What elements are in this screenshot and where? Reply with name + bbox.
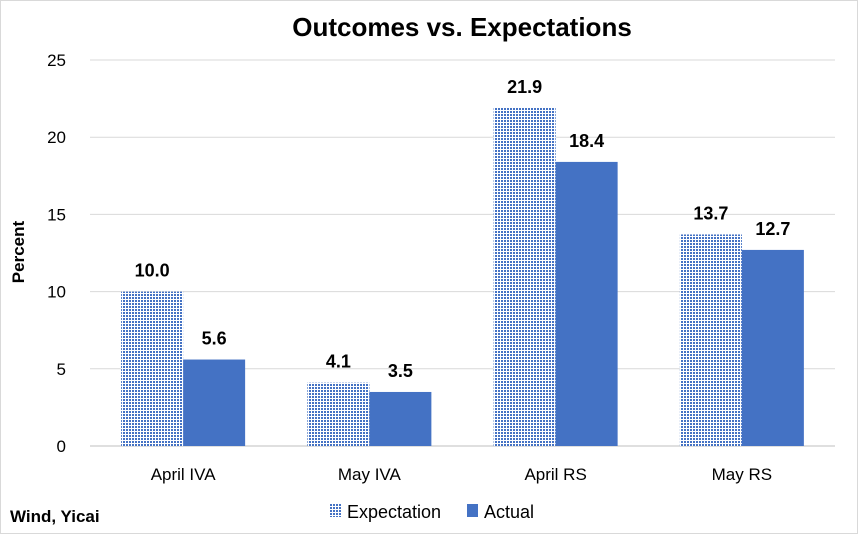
legend-label: Expectation: [347, 502, 441, 522]
legend-swatch: [467, 504, 478, 517]
x-tick-label: May IVA: [338, 465, 402, 484]
y-tick-label: 25: [47, 51, 66, 70]
data-label: 21.9: [507, 77, 542, 97]
y-axis-label: Percent: [9, 220, 28, 283]
y-axis-ticks: 0 5 10 15 20 25: [47, 51, 66, 456]
x-tick-label: April IVA: [151, 465, 217, 484]
source-note: Wind, Yicai: [10, 507, 100, 526]
chart-title: Outcomes vs. Expectations: [292, 12, 632, 42]
x-tick-label: May RS: [712, 465, 772, 484]
y-tick-label: 20: [47, 128, 66, 147]
bar-actual: [555, 161, 618, 447]
data-labels: 10.0 5.6 4.1 3.5 21.9 18.4 13.7 12.7: [135, 77, 791, 381]
bar-actual: [183, 359, 246, 446]
bars: [121, 107, 804, 447]
legend: Expectation Actual: [330, 502, 534, 522]
bar-expectation: [121, 291, 184, 446]
data-label: 18.4: [569, 131, 604, 151]
data-label: 5.6: [202, 329, 227, 349]
bar-expectation: [493, 107, 556, 446]
y-tick-label: 10: [47, 283, 66, 302]
data-label: 10.0: [135, 261, 170, 281]
legend-swatch: [330, 504, 341, 517]
data-label: 3.5: [388, 361, 413, 381]
data-label: 4.1: [326, 352, 351, 372]
y-tick-label: 15: [47, 205, 66, 224]
x-axis-ticks: April IVA May IVA April RS May RS: [151, 465, 772, 484]
bar-expectation: [307, 382, 370, 446]
legend-label: Actual: [484, 502, 534, 522]
y-tick-label: 0: [57, 437, 66, 456]
bar-actual: [741, 249, 804, 446]
bar-actual: [369, 391, 432, 446]
x-tick-label: April RS: [524, 465, 586, 484]
y-tick-label: 5: [57, 360, 66, 379]
bar-expectation: [679, 234, 742, 446]
data-label: 13.7: [693, 203, 728, 223]
data-label: 12.7: [755, 219, 790, 239]
